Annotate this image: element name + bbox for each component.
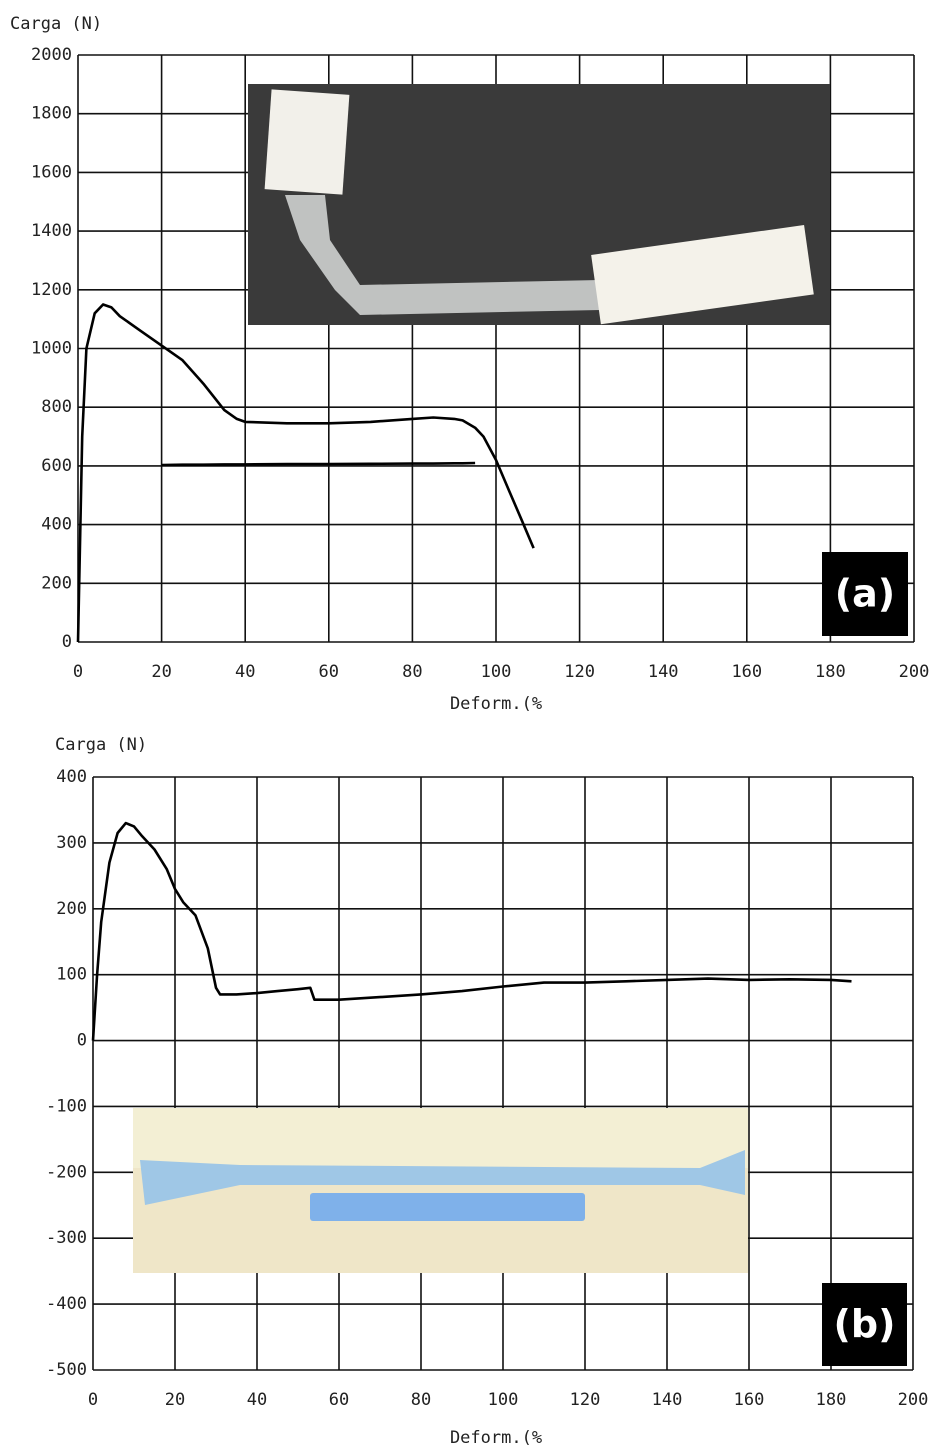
y-tick-label: 600 <box>41 456 72 476</box>
inset-photo-b <box>133 1108 748 1273</box>
y-tick-label: -300 <box>46 1228 87 1248</box>
data-line <box>161 461 476 467</box>
x-tick-label: 140 <box>648 662 679 682</box>
y-tick-label: -400 <box>46 1294 87 1314</box>
x-tick-label: 40 <box>235 662 255 682</box>
y-tick-label: 1200 <box>31 280 72 300</box>
x-tick-label: 60 <box>329 1390 349 1410</box>
x-tick-label: 160 <box>734 1390 765 1410</box>
data-line <box>91 821 852 1041</box>
panel-label-box <box>822 1283 907 1366</box>
x-tick-label: 0 <box>73 662 83 682</box>
x-tick-label: 20 <box>165 1390 185 1410</box>
panel-label: (b) <box>834 1302 896 1346</box>
x-axis-title: Deform.(% <box>450 694 542 714</box>
data-line <box>76 303 535 643</box>
x-tick-label: 180 <box>815 662 846 682</box>
y-tick-label: 1000 <box>31 339 72 359</box>
x-tick-label: 200 <box>899 662 930 682</box>
x-tick-label: 20 <box>151 662 171 682</box>
y-tick-label: 200 <box>41 573 72 593</box>
y-axis-title: Carga (N) <box>10 14 102 34</box>
x-tick-label: 0 <box>88 1390 98 1410</box>
panel-label-box <box>822 552 908 636</box>
y-tick-label: 100 <box>56 965 87 985</box>
y-axis-title: Carga (N) <box>55 735 147 755</box>
y-tick-label: 0 <box>62 632 72 652</box>
y-tick-label: 1600 <box>31 162 72 182</box>
x-tick-label: 60 <box>319 662 339 682</box>
x-tick-label: 180 <box>816 1390 847 1410</box>
y-tick-label: 1400 <box>31 221 72 241</box>
y-tick-label: 400 <box>56 767 87 787</box>
x-tick-label: 40 <box>247 1390 267 1410</box>
x-tick-label: 200 <box>898 1390 929 1410</box>
y-tick-label: 800 <box>41 397 72 417</box>
x-tick-label: 100 <box>488 1390 519 1410</box>
y-tick-label: 2000 <box>31 45 72 65</box>
y-tick-label: 1800 <box>31 104 72 124</box>
y-tick-label: 400 <box>41 515 72 535</box>
y-tick-label: -500 <box>46 1360 87 1380</box>
x-tick-label: 140 <box>652 1390 683 1410</box>
y-tick-label: -100 <box>46 1096 87 1116</box>
panel-label: (a) <box>835 572 895 616</box>
y-tick-label: -200 <box>46 1162 87 1182</box>
x-tick-label: 120 <box>570 1390 601 1410</box>
y-tick-label: 200 <box>56 899 87 919</box>
y-tick-label: 0 <box>77 1031 87 1051</box>
y-tick-label: 300 <box>56 833 87 853</box>
x-tick-label: 80 <box>411 1390 431 1410</box>
x-tick-label: 120 <box>564 662 595 682</box>
x-tick-label: 160 <box>731 662 762 682</box>
x-axis-title: Deform.(% <box>450 1428 542 1448</box>
inset-photo-a <box>248 84 830 325</box>
x-tick-label: 100 <box>481 662 512 682</box>
x-tick-label: 80 <box>402 662 422 682</box>
